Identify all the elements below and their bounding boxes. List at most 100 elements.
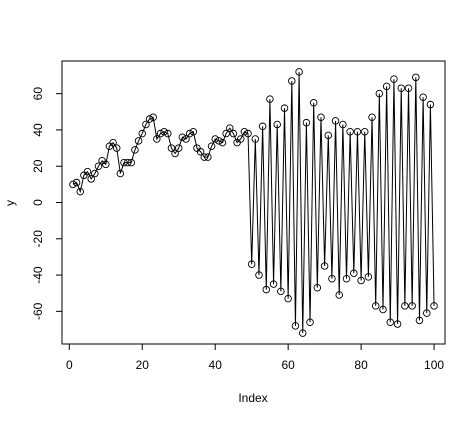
data-point (331, 117, 340, 125)
data-point (164, 129, 172, 138)
data-point (379, 305, 387, 314)
data-point (397, 84, 405, 92)
data-point (350, 269, 358, 278)
data-point (255, 271, 263, 279)
data-point (317, 113, 325, 121)
data-point (251, 135, 260, 143)
data-point (273, 120, 281, 129)
data-point (412, 73, 420, 82)
data-point (262, 285, 271, 294)
data-point (302, 118, 311, 127)
data-point (364, 273, 373, 281)
data-point (419, 93, 427, 102)
data-point (426, 100, 435, 109)
data-point (87, 175, 95, 183)
data-point (200, 153, 209, 161)
data-point (156, 129, 165, 138)
data-point (149, 113, 157, 121)
data-point (215, 137, 223, 145)
data-point (102, 160, 110, 169)
data-point (258, 122, 267, 131)
x-tick-label: 40 (209, 358, 223, 372)
data-point (339, 120, 347, 129)
data-point (386, 318, 395, 326)
series-line (72, 71, 435, 334)
data-point (277, 287, 285, 296)
data-point (266, 95, 274, 103)
data-point (207, 142, 216, 151)
data-point (112, 144, 121, 152)
data-point (109, 138, 117, 147)
data-point (269, 280, 278, 288)
data-point (393, 320, 402, 328)
data-point (401, 302, 409, 310)
data-point (229, 129, 238, 138)
data-point (309, 98, 318, 107)
data-point (288, 77, 296, 85)
data-point (145, 115, 154, 123)
data-point (83, 167, 92, 176)
data-point (222, 129, 230, 138)
data-point (247, 260, 256, 268)
y-tick-label: -60 (31, 302, 45, 320)
x-tick-label: 60 (281, 358, 295, 372)
data-point (423, 309, 431, 317)
x-tick-label: 100 (424, 358, 444, 372)
data-point (328, 274, 336, 283)
data-point (404, 84, 413, 92)
data-point (430, 302, 438, 310)
data-point (226, 124, 234, 132)
data-point (174, 144, 183, 152)
data-point (342, 274, 351, 283)
data-point (123, 158, 132, 167)
data-point (371, 302, 380, 310)
x-tick-label: 0 (66, 358, 73, 372)
data-point (368, 113, 376, 121)
x-tick-label: 80 (354, 358, 368, 372)
data-point (415, 316, 424, 325)
data-point (76, 187, 84, 196)
data-point (69, 180, 77, 189)
y-axis: -60 -40 -20 0 20 40 60 (31, 87, 62, 320)
data-point (218, 138, 227, 147)
data-point (361, 127, 369, 136)
data-point (306, 318, 314, 326)
y-tick-label: 20 (31, 159, 45, 173)
data-point (153, 135, 161, 143)
data-point (291, 322, 300, 330)
y-tick-label: 60 (31, 87, 45, 101)
data-point (284, 294, 292, 303)
data-point (134, 137, 143, 145)
data-point (295, 68, 303, 76)
data-point (171, 149, 179, 158)
y-tick-label: 40 (31, 123, 45, 137)
data-point (204, 153, 212, 161)
data-point (142, 120, 150, 129)
data-point (127, 158, 136, 167)
data-point (335, 291, 343, 299)
data-point (346, 127, 354, 136)
data-point (167, 144, 176, 152)
data-point (240, 127, 249, 136)
data-point (72, 178, 81, 187)
y-tick-label: 0 (31, 199, 45, 206)
y-axis-title: y (3, 200, 17, 206)
data-point (138, 129, 146, 138)
data-point (211, 135, 219, 143)
data-point (357, 276, 365, 285)
x-tick-label: 20 (136, 358, 150, 372)
data-point (375, 89, 384, 98)
data-point (408, 302, 416, 310)
data-point (324, 131, 333, 140)
series-group (69, 68, 438, 337)
data-point (390, 75, 398, 83)
data-point (178, 133, 187, 141)
data-point (196, 147, 205, 156)
data-point (313, 284, 322, 292)
data-point (91, 169, 99, 178)
data-point (298, 329, 307, 337)
data-point (320, 262, 329, 270)
data-point (94, 162, 103, 170)
x-axis: 0 20 40 60 80 100 (66, 344, 444, 372)
